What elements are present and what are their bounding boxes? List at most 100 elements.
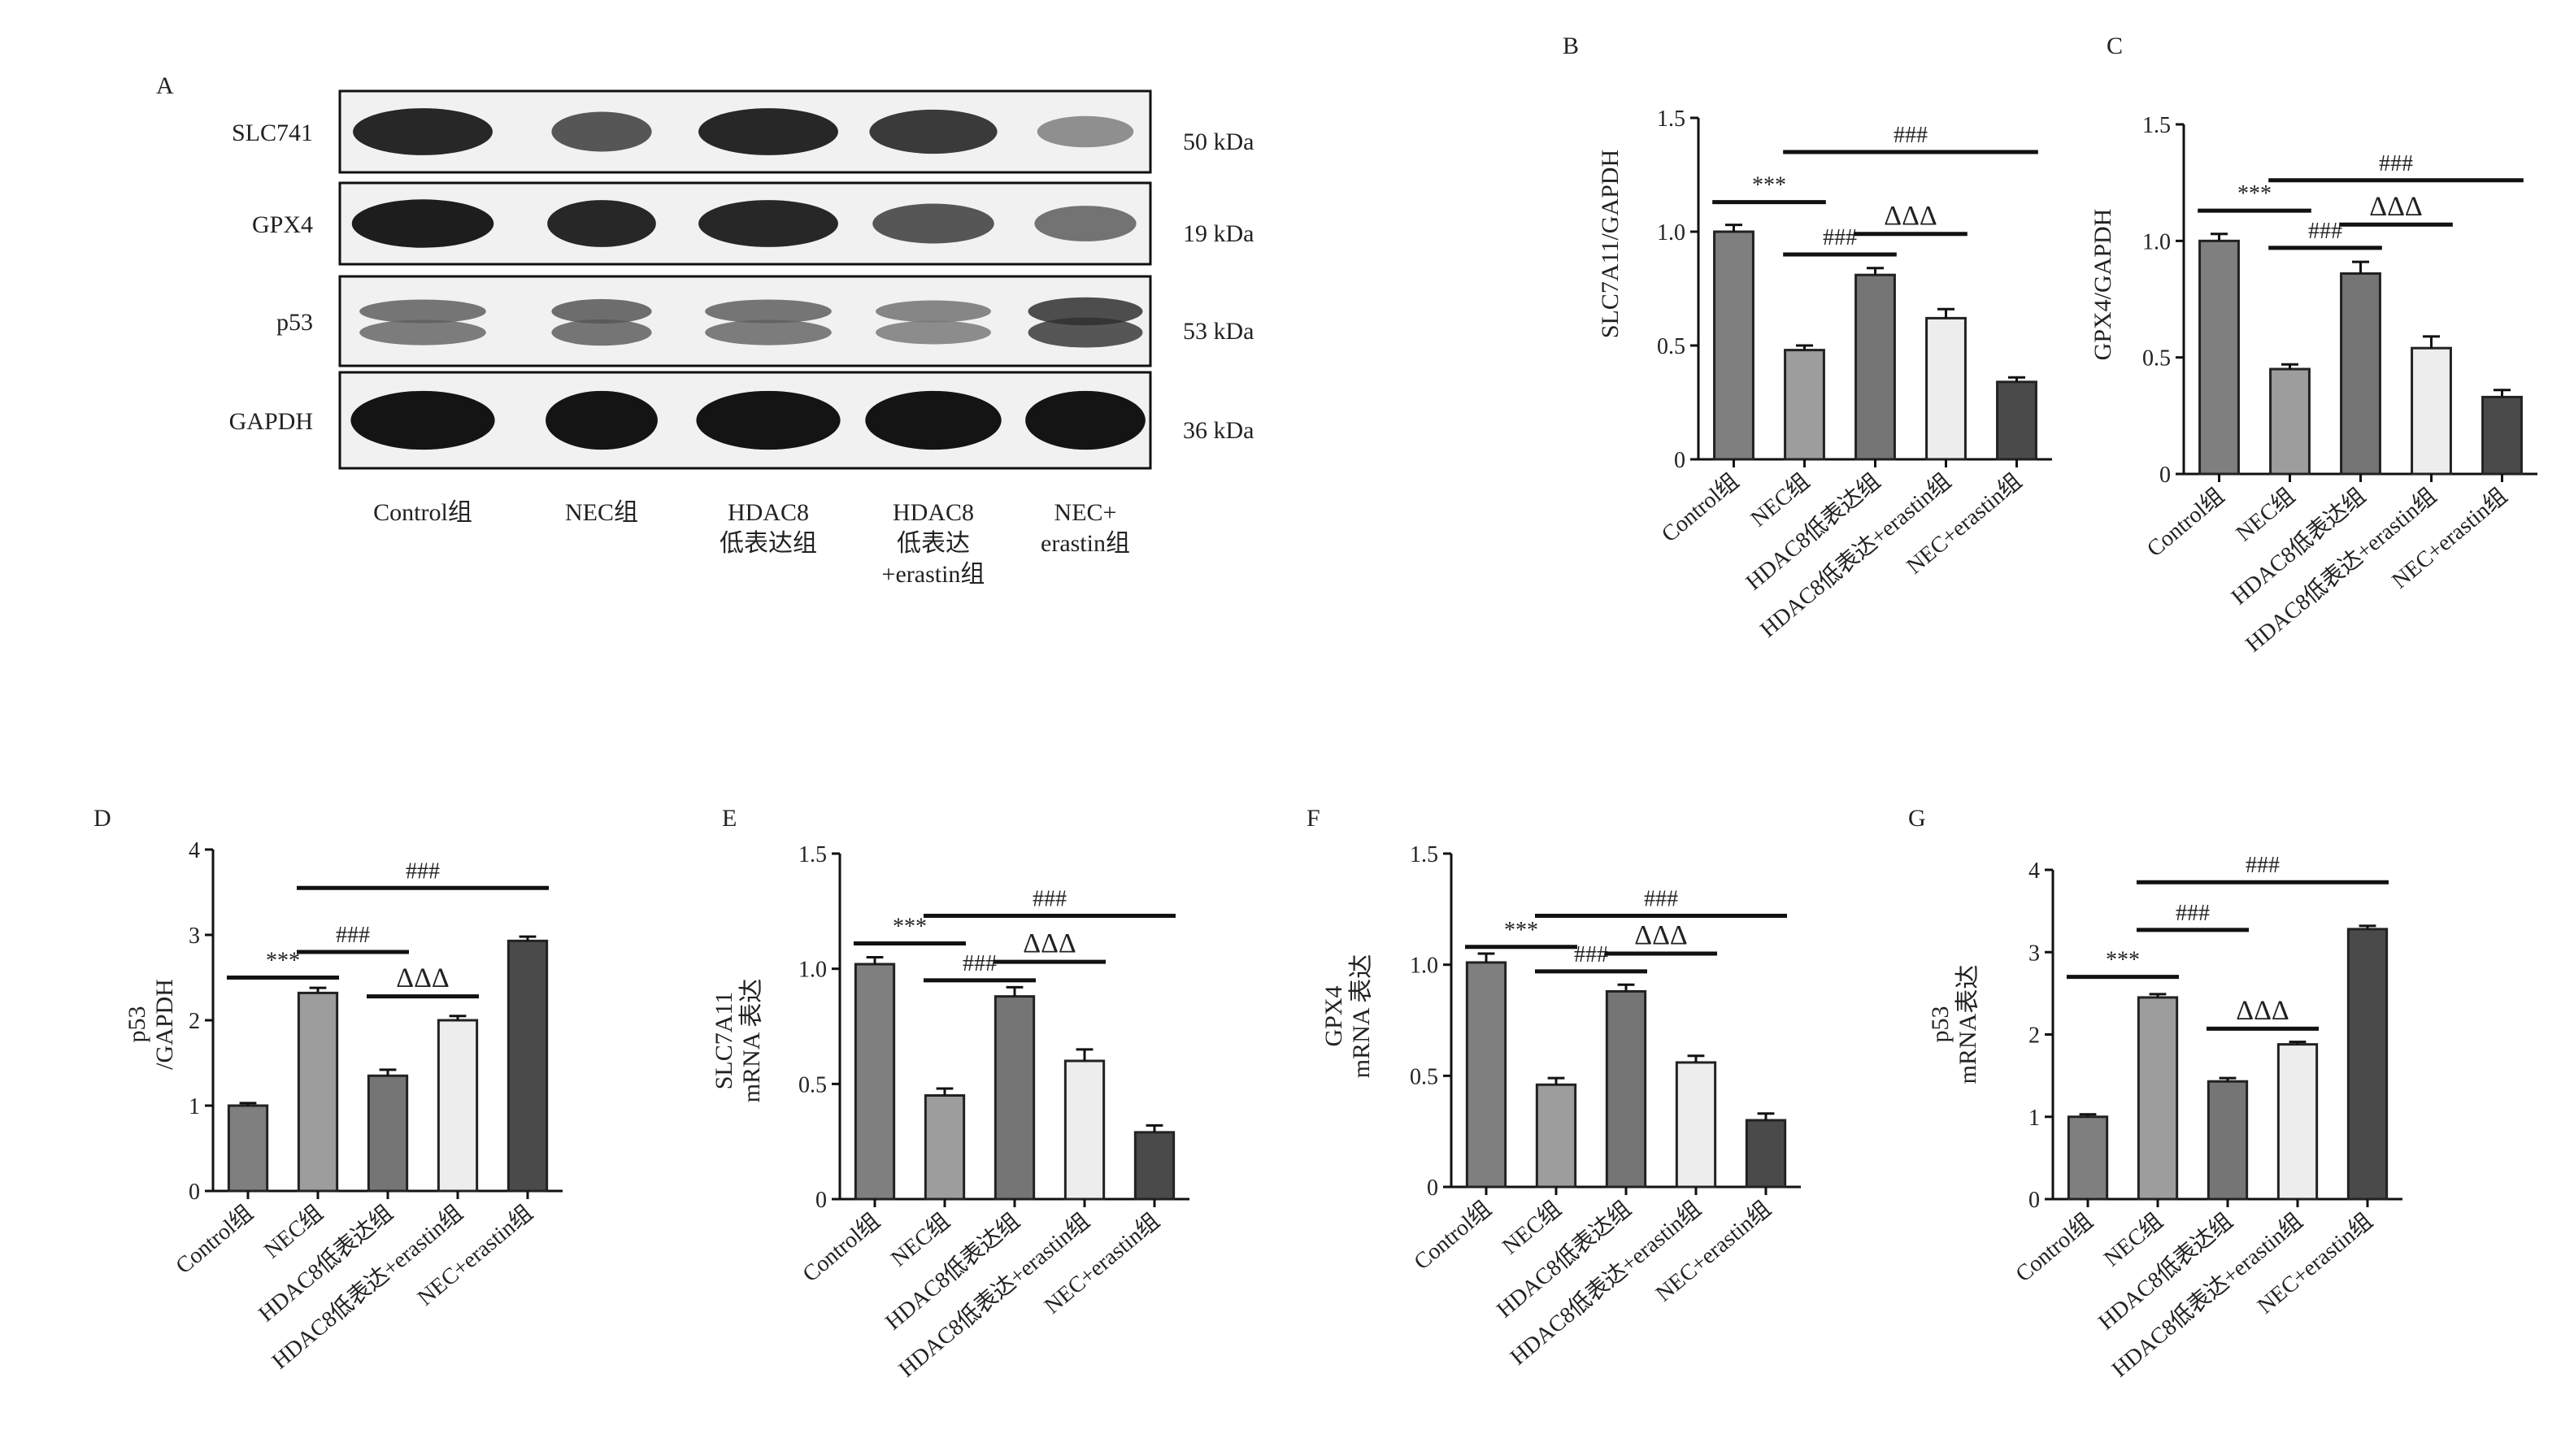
protein-band [696,390,841,450]
bar [297,991,339,1193]
significance-label: ΔΔΔ [1634,920,1688,950]
protein-band [547,200,656,247]
bar [994,995,1036,1201]
significance-label: ### [1574,942,1608,967]
protein-label: GPX4 [252,211,313,238]
size-label: 36 kDa [1183,417,1254,444]
protein-band [698,200,838,247]
bar [1133,1131,1176,1201]
protein-band [876,320,991,345]
significance-label: ΔΔΔ [2369,191,2423,221]
y-tick-label: 3 [189,924,200,949]
bar [1745,1119,1787,1189]
protein-band [353,108,493,155]
x-tick-label: Control组 [1409,1196,1497,1276]
size-label: 19 kDa [1183,220,1254,247]
y-tick-label: 0.5 [1657,334,1685,359]
bar [2269,367,2311,476]
significance-label: ### [2246,853,2280,878]
panel-label-d: D [93,805,111,832]
protein-band [1025,390,1146,450]
y-axis-label: SLC7A11mRNA 表达 [711,979,765,1103]
y-tick-label: 0 [1674,448,1685,473]
x-tick-label: Control组 [1656,468,1744,548]
blot-row-gpx4: GPX4 19 kDa [252,181,1254,266]
bar [2411,346,2452,476]
y-tick-label: 0.5 [2142,346,2171,372]
protein-band [359,299,486,324]
y-axis-label: SLC7A11/GAPDH [1597,150,1624,338]
y-tick-label: 1 [189,1094,200,1119]
significance-label: ΔΔΔ [396,963,450,993]
y-axis-label: p53/GAPDH [124,979,178,1070]
significance-label: ### [1823,225,1857,250]
protein-label: SLC741 [232,120,313,146]
y-tick-label: 1 [2028,1106,2040,1131]
x-tick-label: Control组 [171,1200,259,1280]
protein-band [551,298,652,324]
significance-label: ### [2379,151,2413,176]
size-label: 50 kDa [1183,128,1254,155]
protein-band [350,390,495,450]
x-tick-label: Control组 [798,1208,885,1288]
protein-band [359,319,486,346]
y-tick-label: 0 [815,1188,827,1213]
y-tick-label: 1.0 [798,958,827,983]
protein-band [869,109,998,154]
blot-row-p53: p53 53 kDa [276,275,1254,367]
bar [2207,1080,2249,1201]
bar [924,1094,966,1201]
y-tick-label: 1.0 [2142,229,2171,254]
bar [1675,1061,1717,1189]
y-tick-label: 1.0 [1410,954,1438,979]
significance-label: ΔΔΔ [1023,928,1076,958]
y-axis-label: GPX4mRNA 表达 [1320,954,1375,1079]
protein-band [705,319,832,346]
y-tick-label: 1.5 [2142,113,2171,138]
significance-label: *** [1752,173,1786,198]
x-tick-label: Control组 [2011,1208,2098,1288]
bar [1605,989,1647,1189]
panel-label-c: C [2107,33,2124,59]
x-tick-label: NEC+erastin组 [1039,1208,1164,1319]
y-tick-label: 0 [2028,1188,2040,1213]
significance-label: *** [1504,918,1538,943]
panel-label-e: E [722,805,737,832]
bar [1925,316,1967,461]
significance-label: ### [1644,887,1678,912]
panel-label-b: B [1563,33,1580,59]
bar [367,1074,409,1193]
significance-label: *** [2237,181,2272,206]
significance-label: ΔΔΔ [1884,201,1937,231]
significance-label: *** [266,949,300,974]
y-tick-label: 2 [189,1009,200,1034]
significance-label: ### [406,858,440,884]
bar [1996,380,2037,461]
y-tick-label: 1.5 [1657,106,1685,132]
y-tick-label: 0.5 [1410,1064,1438,1089]
protein-label: p53 [276,309,313,336]
significance-label: ### [2176,901,2210,926]
protein-band [551,111,652,152]
protein-band [1028,297,1143,326]
bar [2067,1115,2109,1201]
size-label: 53 kDa [1183,318,1254,345]
y-tick-label: 2 [2028,1024,2040,1049]
significance-label: *** [893,915,927,940]
protein-band [698,108,838,155]
y-tick-label: 4 [2028,858,2040,884]
bar [437,1019,479,1193]
x-tick-label: NEC+erastin组 [412,1200,537,1311]
y-tick-label: 0.5 [798,1072,827,1097]
y-tick-label: 0 [2159,463,2171,488]
x-tick-label: Control组 [2141,483,2229,563]
y-tick-label: 0 [189,1180,200,1205]
x-tick-label: NEC+erastin组 [2252,1208,2377,1319]
bar [1854,273,1896,461]
blot-row-slc741: SLC741 50 kDa [232,89,1254,174]
bar [1784,349,1825,461]
